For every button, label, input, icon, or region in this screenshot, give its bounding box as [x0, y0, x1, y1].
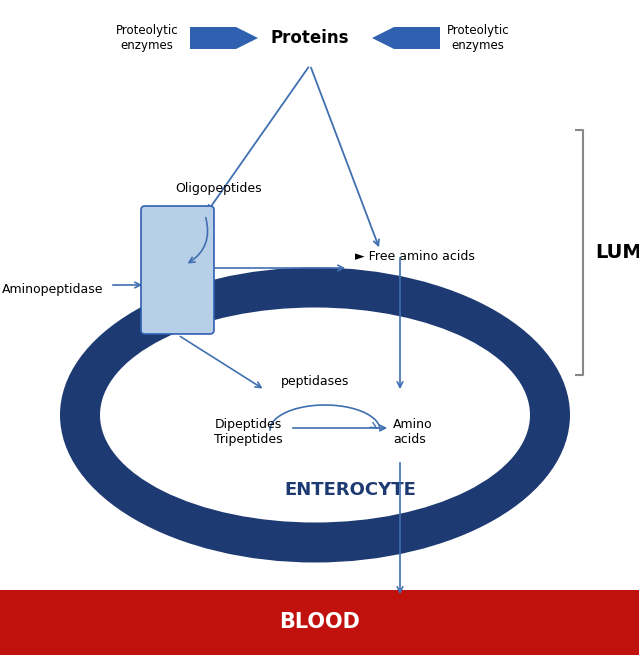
Text: Oligopeptides: Oligopeptides	[175, 182, 261, 195]
Text: ► Free amino acids: ► Free amino acids	[355, 250, 475, 263]
Text: Amino
acids: Amino acids	[393, 418, 433, 446]
Text: BLOOD: BLOOD	[279, 612, 360, 633]
Text: Dipeptides
Tripeptides: Dipeptides Tripeptides	[213, 418, 282, 446]
Bar	[0, 590, 639, 655]
Text: ENTEROCYTE: ENTEROCYTE	[284, 481, 416, 499]
Text: Proteolytic
enzymes: Proteolytic enzymes	[447, 24, 509, 52]
Ellipse shape	[100, 307, 530, 523]
FancyArrow shape	[190, 27, 258, 49]
Text: LUMEN: LUMEN	[595, 243, 639, 262]
Ellipse shape	[60, 267, 570, 563]
FancyBboxPatch shape	[141, 206, 214, 334]
FancyArrow shape	[372, 27, 440, 49]
Text: peptidases: peptidases	[281, 375, 349, 388]
Text: Aminopeptidase: Aminopeptidase	[2, 284, 104, 297]
Text: Proteins: Proteins	[271, 29, 350, 47]
Text: Proteolytic
enzymes: Proteolytic enzymes	[116, 24, 178, 52]
